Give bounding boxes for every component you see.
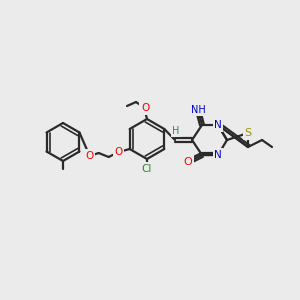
Text: O: O: [141, 103, 149, 113]
Text: NH: NH: [190, 105, 206, 115]
Text: O: O: [85, 151, 94, 161]
Text: N: N: [214, 120, 222, 130]
Text: Cl: Cl: [142, 164, 152, 174]
Text: O: O: [115, 147, 123, 157]
Text: N: N: [214, 150, 222, 160]
Text: S: S: [244, 128, 252, 138]
Text: O: O: [184, 157, 192, 167]
Text: H: H: [172, 126, 180, 136]
